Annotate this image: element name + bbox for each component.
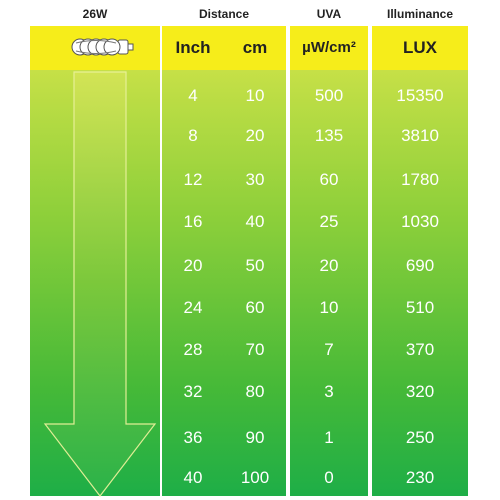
cell-uva: 500	[314, 86, 344, 105]
unit-lux: LUX	[403, 38, 437, 57]
cell-cm: 100	[240, 468, 270, 487]
distance-column	[162, 26, 286, 496]
cell-uva: 7	[324, 340, 334, 359]
cell-uva: 60	[319, 170, 339, 189]
cell-uva: 20	[319, 256, 339, 275]
illuminance-header: Illuminance	[386, 7, 454, 21]
cell-cm: 70	[245, 340, 265, 359]
distance-header: Distance	[198, 7, 250, 21]
cell-uva: 10	[319, 298, 339, 317]
cell-inch: 12	[183, 170, 203, 189]
cell-cm: 10	[245, 86, 265, 105]
cell-cm: 40	[245, 212, 265, 231]
cell-inch: 32	[183, 382, 203, 401]
cell-lux: 690	[405, 256, 435, 275]
cell-inch: 36	[183, 428, 203, 447]
cell-lux: 370	[405, 340, 435, 359]
cell-uva: 135	[314, 126, 344, 145]
cell-inch: 4	[188, 86, 198, 105]
illuminance-column	[372, 26, 468, 496]
cell-inch: 16	[183, 212, 203, 231]
cell-lux: 1030	[401, 212, 439, 231]
cell-cm: 90	[245, 428, 265, 447]
cell-uva: 3	[324, 382, 334, 401]
cell-cm: 20	[245, 126, 265, 145]
cell-uva: 1	[324, 428, 334, 447]
wattage-header: 26W	[82, 7, 108, 21]
unit-cm: cm	[242, 38, 268, 57]
cell-inch: 8	[188, 126, 198, 145]
cell-lux: 250	[405, 428, 435, 447]
cell-cm: 30	[245, 170, 265, 189]
down-arrow-icon	[43, 71, 157, 497]
cell-inch: 20	[183, 256, 203, 275]
cell-cm: 60	[245, 298, 265, 317]
cell-lux: 320	[405, 382, 435, 401]
cell-inch: 40	[183, 468, 203, 487]
cell-inch: 28	[183, 340, 203, 359]
cell-lux: 1780	[401, 170, 439, 189]
cell-uva: 0	[324, 468, 334, 487]
cell-lux: 510	[405, 298, 435, 317]
cell-lux: 3810	[401, 126, 439, 145]
cell-lux: 230	[405, 468, 435, 487]
unit-uva: µW/cm²	[302, 39, 356, 56]
uva-column	[290, 26, 368, 496]
cell-lux: 15350	[396, 86, 444, 105]
uva-header: UVA	[316, 7, 342, 21]
cell-inch: 24	[183, 298, 203, 317]
unit-inch: Inch	[175, 38, 211, 57]
cell-cm: 80	[245, 382, 265, 401]
cell-cm: 50	[245, 256, 265, 275]
compact-fluorescent-bulb-icon	[71, 38, 134, 56]
cell-uva: 25	[319, 212, 339, 231]
